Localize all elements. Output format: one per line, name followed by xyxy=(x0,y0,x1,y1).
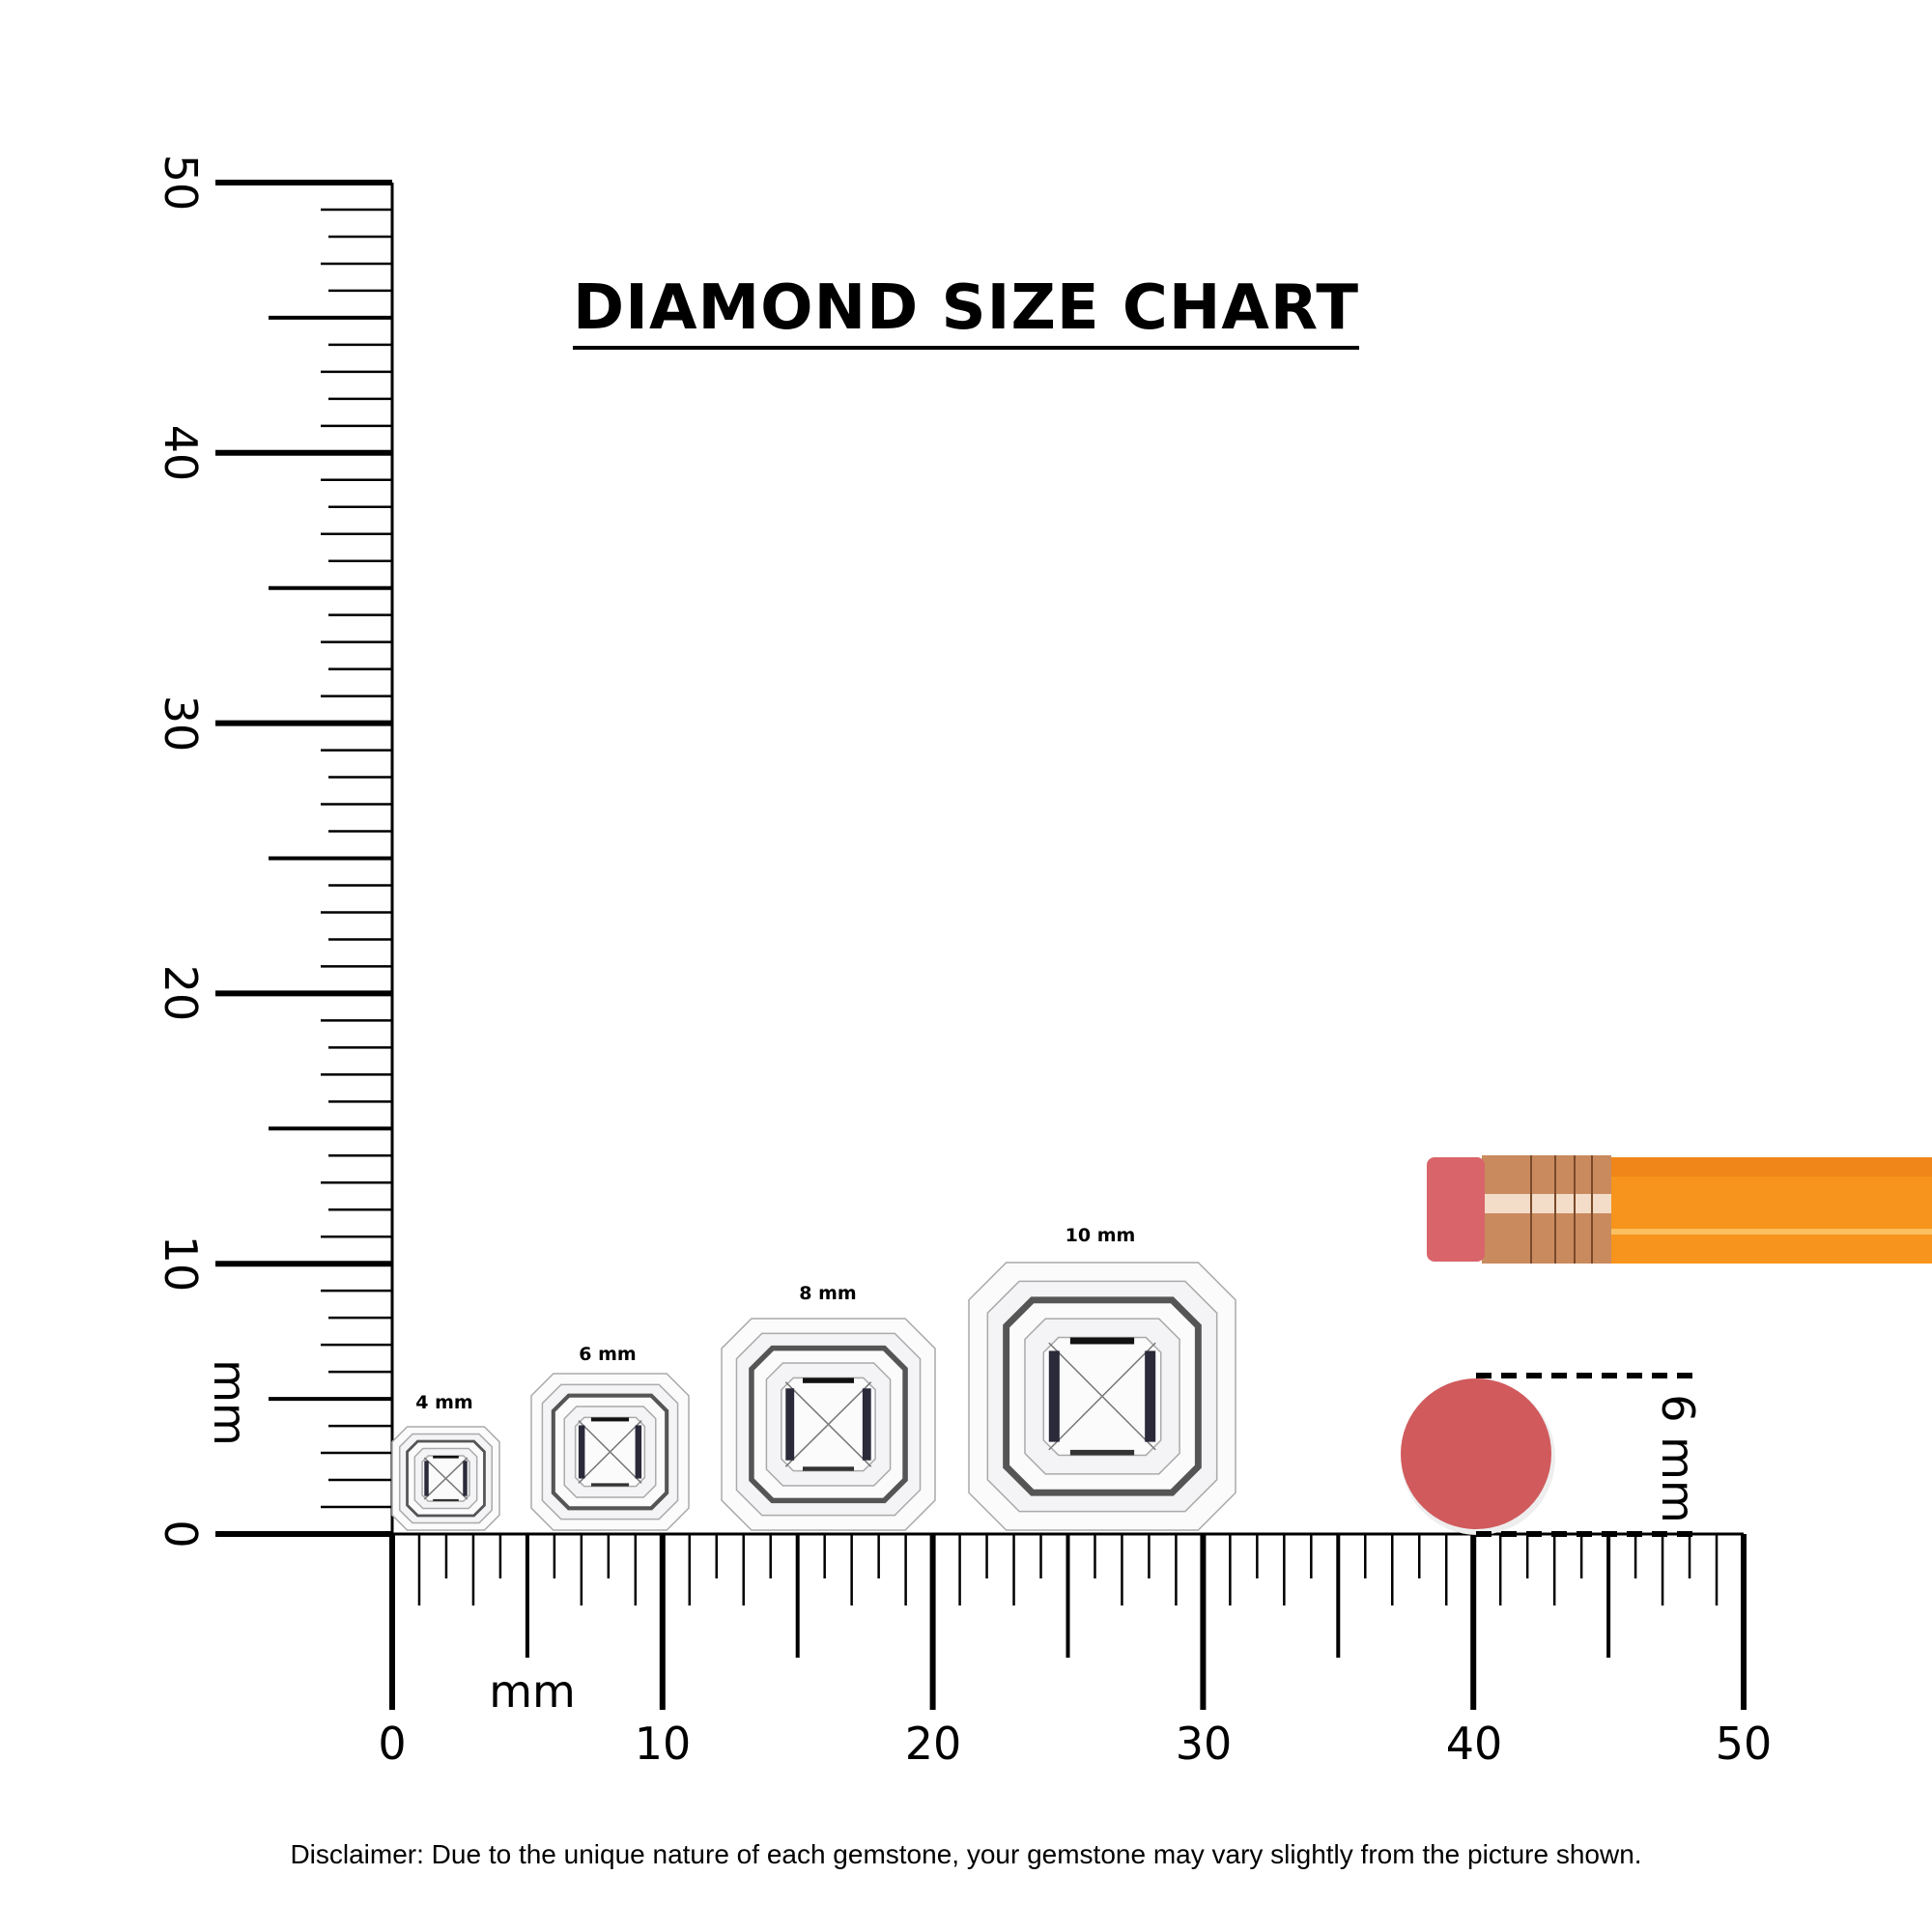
v-tick-label: 0 xyxy=(155,1520,207,1548)
v-unit-label: mm xyxy=(204,1359,256,1446)
facet-dark xyxy=(635,1425,642,1479)
facet-dark xyxy=(802,1466,855,1471)
facet-dark xyxy=(433,1455,459,1459)
pencil-body-highlight xyxy=(1611,1157,1932,1177)
chart-title: DIAMOND SIZE CHART xyxy=(0,270,1932,350)
facet-dark xyxy=(1069,1449,1135,1456)
diamond-label-4mm: 4 mm xyxy=(415,1392,473,1413)
culet xyxy=(444,1477,447,1480)
facet-dark xyxy=(802,1378,855,1383)
facet-dark xyxy=(785,1388,795,1461)
facet-dark xyxy=(463,1461,468,1496)
culet xyxy=(609,1450,611,1454)
eraser-dot xyxy=(1401,1378,1551,1529)
v-tick-label: 50 xyxy=(155,154,207,212)
h-tick-label: 40 xyxy=(1445,1718,1503,1770)
h-tick-label: 10 xyxy=(634,1718,692,1770)
culet xyxy=(827,1423,830,1426)
v-tick-label: 30 xyxy=(155,695,207,753)
diamond-8mm xyxy=(721,1318,936,1531)
eraser-size-label: 6 mm xyxy=(1652,1394,1704,1523)
facet-dark xyxy=(424,1461,429,1496)
facet-dark xyxy=(590,1417,630,1422)
facet-dark xyxy=(590,1483,630,1487)
culet xyxy=(1100,1395,1104,1398)
diamond-label-10mm: 10 mm xyxy=(1065,1225,1136,1246)
facet-dark xyxy=(862,1388,871,1461)
disclaimer: Disclaimer: Due to the unique nature of … xyxy=(290,1839,1642,1869)
v-tick-label: 20 xyxy=(155,964,207,1022)
h-unit-label: mm xyxy=(489,1665,576,1718)
h-tick-label: 50 xyxy=(1715,1718,1773,1770)
h-tick-label: 20 xyxy=(904,1718,962,1770)
ferrule-shine xyxy=(1482,1194,1611,1213)
v-tick-label: 10 xyxy=(155,1235,207,1293)
pencil-body-edge xyxy=(1611,1229,1932,1235)
v-tick-label: 40 xyxy=(155,424,207,482)
pencil-eraser xyxy=(1427,1157,1485,1262)
diamond-4mm xyxy=(391,1426,500,1531)
diamond-label-6mm: 6 mm xyxy=(579,1344,637,1365)
facet-dark xyxy=(433,1498,459,1502)
facet-dark xyxy=(578,1425,585,1479)
chart-title-text: DIAMOND SIZE CHART xyxy=(573,270,1359,350)
diamond-6mm xyxy=(530,1373,690,1531)
facet-dark xyxy=(1145,1350,1156,1442)
facet-dark xyxy=(1048,1350,1060,1442)
h-tick-label: 0 xyxy=(378,1718,407,1770)
h-tick-label: 30 xyxy=(1175,1718,1233,1770)
diamond-10mm xyxy=(968,1262,1236,1531)
diamond-label-8mm: 8 mm xyxy=(799,1283,857,1304)
facet-dark xyxy=(1069,1337,1135,1345)
